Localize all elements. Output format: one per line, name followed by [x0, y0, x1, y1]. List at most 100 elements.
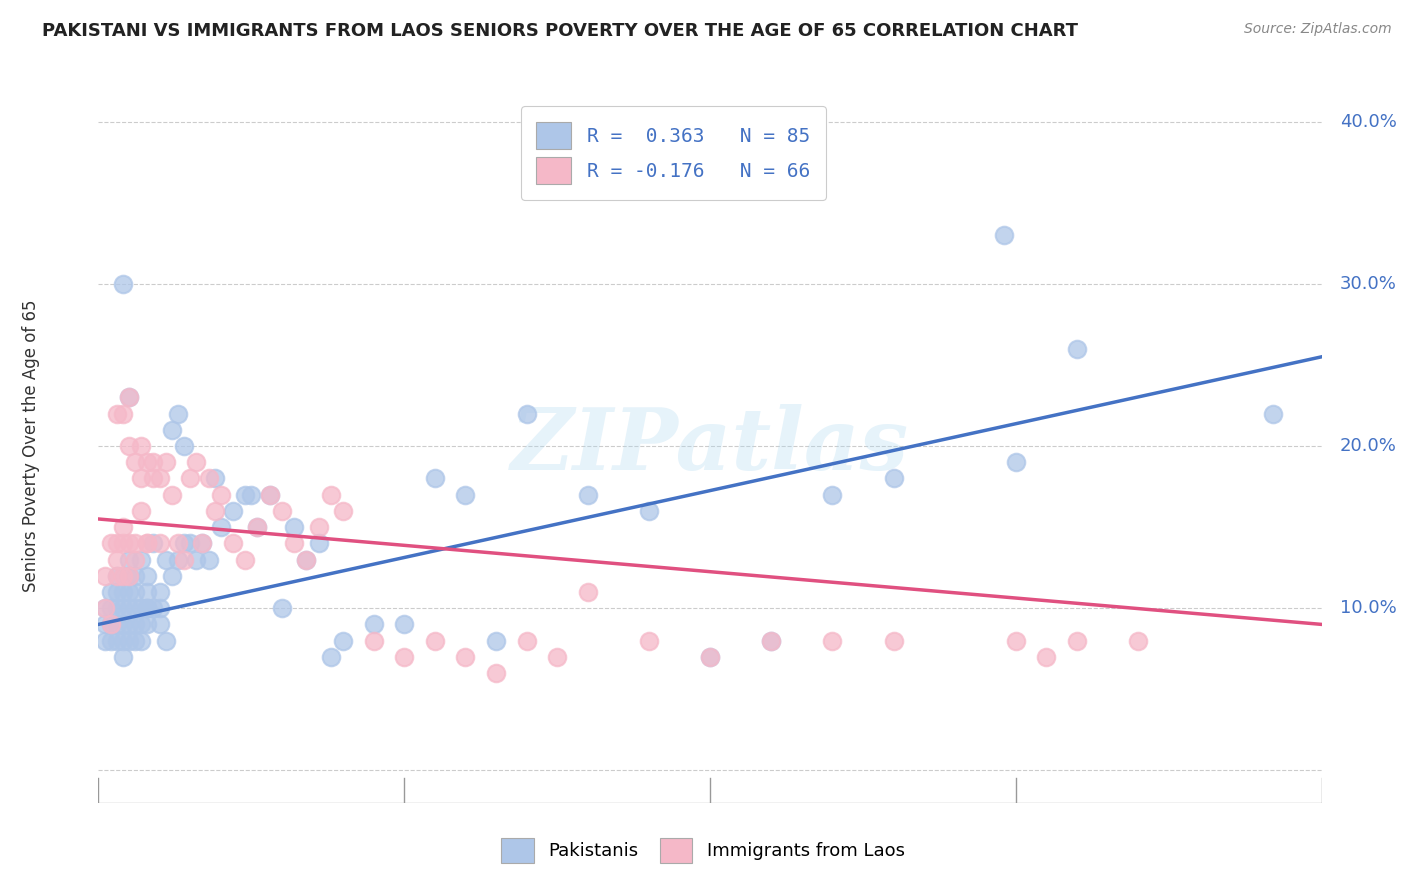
Point	[129, 439, 152, 453]
Point	[93, 601, 115, 615]
Point	[142, 536, 165, 550]
Point	[186, 455, 208, 469]
Point	[111, 601, 134, 615]
Point	[142, 471, 165, 485]
Point	[1128, 633, 1150, 648]
Point	[124, 633, 146, 648]
Point	[105, 536, 128, 550]
Point	[118, 390, 141, 404]
Point	[1004, 633, 1026, 648]
Point	[332, 504, 354, 518]
Point	[363, 633, 385, 648]
Point	[308, 536, 330, 550]
Point	[485, 633, 508, 648]
Point	[100, 585, 122, 599]
Point	[167, 536, 190, 550]
Point	[454, 488, 477, 502]
Point	[100, 601, 122, 615]
Point	[699, 649, 721, 664]
Text: 10.0%: 10.0%	[1340, 599, 1396, 617]
Point	[699, 649, 721, 664]
Text: 30.0%: 30.0%	[1340, 275, 1398, 293]
Point	[197, 471, 219, 485]
Point	[319, 488, 342, 502]
Point	[576, 488, 599, 502]
Point	[759, 633, 782, 648]
Point	[270, 601, 292, 615]
Point	[179, 471, 201, 485]
Point	[142, 601, 165, 615]
Point	[246, 520, 269, 534]
Point	[1004, 455, 1026, 469]
Point	[160, 568, 183, 582]
Point	[118, 390, 141, 404]
Point	[283, 536, 305, 550]
Point	[149, 471, 172, 485]
Point	[93, 633, 115, 648]
Point	[118, 552, 141, 566]
Point	[129, 633, 152, 648]
Point	[136, 601, 159, 615]
Point	[209, 520, 232, 534]
Point	[155, 455, 177, 469]
Point	[118, 439, 141, 453]
Point	[124, 552, 146, 566]
Point	[283, 520, 305, 534]
Point	[1066, 342, 1088, 356]
Point	[637, 633, 661, 648]
Point	[186, 552, 208, 566]
Point	[167, 407, 190, 421]
Point	[136, 568, 159, 582]
Point	[129, 601, 152, 615]
Point	[136, 455, 159, 469]
Point	[155, 552, 177, 566]
Text: 20.0%: 20.0%	[1340, 437, 1398, 455]
Point	[222, 504, 245, 518]
Point	[136, 617, 159, 632]
Point	[546, 649, 568, 664]
Point	[209, 488, 232, 502]
Text: 40.0%: 40.0%	[1340, 112, 1398, 130]
Point	[105, 568, 128, 582]
Point	[883, 471, 905, 485]
Point	[173, 439, 195, 453]
Point	[637, 504, 661, 518]
Point	[118, 585, 141, 599]
Point	[1066, 633, 1088, 648]
Point	[111, 649, 134, 664]
Point	[100, 617, 122, 632]
Point	[197, 552, 219, 566]
Point	[136, 585, 159, 599]
Point	[173, 536, 195, 550]
Point	[1261, 407, 1284, 421]
Point	[204, 471, 226, 485]
Point	[485, 666, 508, 681]
Point	[105, 568, 128, 582]
Point	[759, 633, 782, 648]
Point	[93, 601, 115, 615]
Point	[118, 568, 141, 582]
Point	[93, 568, 115, 582]
Point	[136, 536, 159, 550]
Point	[516, 407, 538, 421]
Point	[111, 568, 134, 582]
Point	[100, 536, 122, 550]
Point	[124, 536, 146, 550]
Point	[105, 407, 128, 421]
Point	[332, 633, 354, 648]
Point	[124, 585, 146, 599]
Point	[363, 617, 385, 632]
Point	[392, 649, 416, 664]
Text: Seniors Poverty Over the Age of 65: Seniors Poverty Over the Age of 65	[22, 300, 41, 592]
Point	[93, 617, 115, 632]
Point	[105, 552, 128, 566]
Point	[204, 504, 226, 518]
Legend: Pakistanis, Immigrants from Laos: Pakistanis, Immigrants from Laos	[491, 827, 915, 874]
Point	[124, 455, 146, 469]
Point	[222, 536, 245, 550]
Point	[993, 228, 1015, 243]
Point	[118, 617, 141, 632]
Point	[100, 633, 122, 648]
Point	[167, 552, 190, 566]
Point	[295, 552, 318, 566]
